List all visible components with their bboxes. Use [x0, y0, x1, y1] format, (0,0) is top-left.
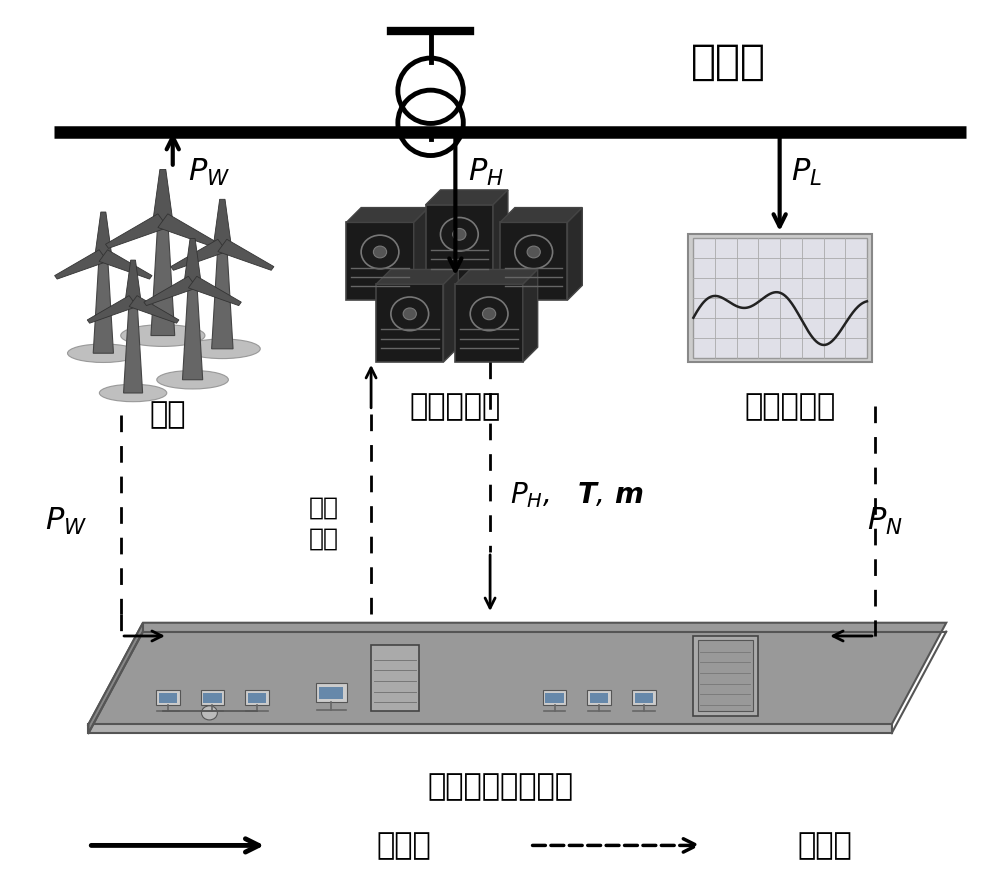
Polygon shape [153, 169, 173, 220]
Text: $\boldsymbol{P_H}$: $\boldsymbol{P_H}$ [468, 156, 504, 187]
Bar [156, 690, 180, 705]
Circle shape [453, 228, 466, 240]
Bar [203, 693, 222, 703]
Polygon shape [218, 239, 274, 270]
Polygon shape [88, 623, 143, 733]
Text: $\boldsymbol{m}$: $\boldsymbol{m}$ [614, 481, 643, 508]
Polygon shape [88, 623, 946, 724]
Bar [245, 690, 269, 705]
Polygon shape [124, 301, 143, 393]
Text: 风机: 风机 [150, 401, 186, 430]
Text: 信号: 信号 [308, 527, 338, 550]
FancyBboxPatch shape [688, 234, 872, 362]
Polygon shape [129, 295, 179, 323]
Bar [316, 682, 347, 702]
Circle shape [155, 213, 171, 227]
Polygon shape [182, 282, 203, 380]
Ellipse shape [99, 384, 167, 401]
Bar [693, 636, 758, 715]
Polygon shape [87, 295, 137, 323]
Polygon shape [443, 269, 458, 362]
Bar [587, 690, 611, 705]
Text: 需求响应控制系统: 需求响应控制系统 [427, 772, 573, 801]
Circle shape [403, 308, 416, 319]
Polygon shape [500, 208, 582, 222]
Bar [693, 238, 867, 358]
Polygon shape [55, 250, 108, 279]
Bar [371, 645, 419, 711]
Text: $\boldsymbol{P_W}$: $\boldsymbol{P_W}$ [188, 156, 230, 187]
Bar [632, 690, 656, 705]
Polygon shape [493, 190, 508, 283]
Bar [545, 693, 564, 703]
Polygon shape [171, 239, 227, 270]
FancyBboxPatch shape [346, 222, 414, 301]
Circle shape [373, 246, 387, 258]
Text: $\boldsymbol{P_N}$: $\boldsymbol{P_N}$ [867, 506, 903, 537]
Polygon shape [99, 250, 152, 279]
Bar [159, 693, 177, 703]
Polygon shape [88, 724, 892, 733]
Circle shape [527, 246, 540, 258]
Circle shape [215, 239, 229, 252]
Text: $\boldsymbol{P_W}$: $\boldsymbol{P_W}$ [45, 506, 87, 537]
Polygon shape [184, 238, 201, 282]
Ellipse shape [184, 339, 260, 359]
Polygon shape [95, 212, 112, 256]
Circle shape [127, 295, 139, 307]
Text: $\boldsymbol{P_H}$,: $\boldsymbol{P_H}$, [510, 480, 553, 509]
Polygon shape [144, 277, 197, 306]
Polygon shape [93, 256, 113, 353]
Polygon shape [426, 190, 508, 205]
FancyBboxPatch shape [426, 205, 493, 283]
FancyBboxPatch shape [376, 285, 443, 362]
Circle shape [202, 706, 217, 720]
Polygon shape [212, 245, 233, 349]
Text: $\boldsymbol{T}$,: $\boldsymbol{T}$, [577, 481, 607, 508]
FancyBboxPatch shape [455, 285, 523, 362]
Polygon shape [523, 269, 538, 362]
Bar [635, 693, 653, 703]
Polygon shape [414, 208, 429, 301]
Ellipse shape [68, 344, 139, 362]
Text: 不可控负荷: 不可控负荷 [745, 392, 836, 421]
Circle shape [186, 276, 199, 288]
Bar [201, 690, 224, 705]
Text: 功率流: 功率流 [376, 831, 431, 860]
Text: 电热泵负荷: 电热泵负荷 [410, 392, 501, 421]
Polygon shape [106, 214, 168, 248]
Text: 控制: 控制 [308, 496, 338, 520]
Polygon shape [455, 269, 538, 285]
Text: $\boldsymbol{P_L}$: $\boldsymbol{P_L}$ [791, 156, 822, 187]
Polygon shape [376, 269, 458, 285]
Text: 信号流: 信号流 [798, 831, 852, 860]
Bar [319, 687, 343, 699]
Polygon shape [125, 260, 141, 301]
Polygon shape [188, 277, 241, 306]
Bar [248, 693, 266, 703]
Polygon shape [213, 199, 231, 245]
Bar [698, 640, 753, 711]
Bar [590, 693, 608, 703]
Ellipse shape [157, 370, 228, 389]
Polygon shape [151, 220, 175, 335]
Text: 配电网: 配电网 [691, 41, 766, 83]
Polygon shape [158, 214, 220, 248]
Bar [543, 690, 566, 705]
Circle shape [97, 250, 110, 261]
Circle shape [482, 308, 496, 319]
Polygon shape [346, 208, 429, 222]
FancyBboxPatch shape [500, 222, 567, 301]
Ellipse shape [121, 325, 205, 346]
Polygon shape [567, 208, 582, 301]
